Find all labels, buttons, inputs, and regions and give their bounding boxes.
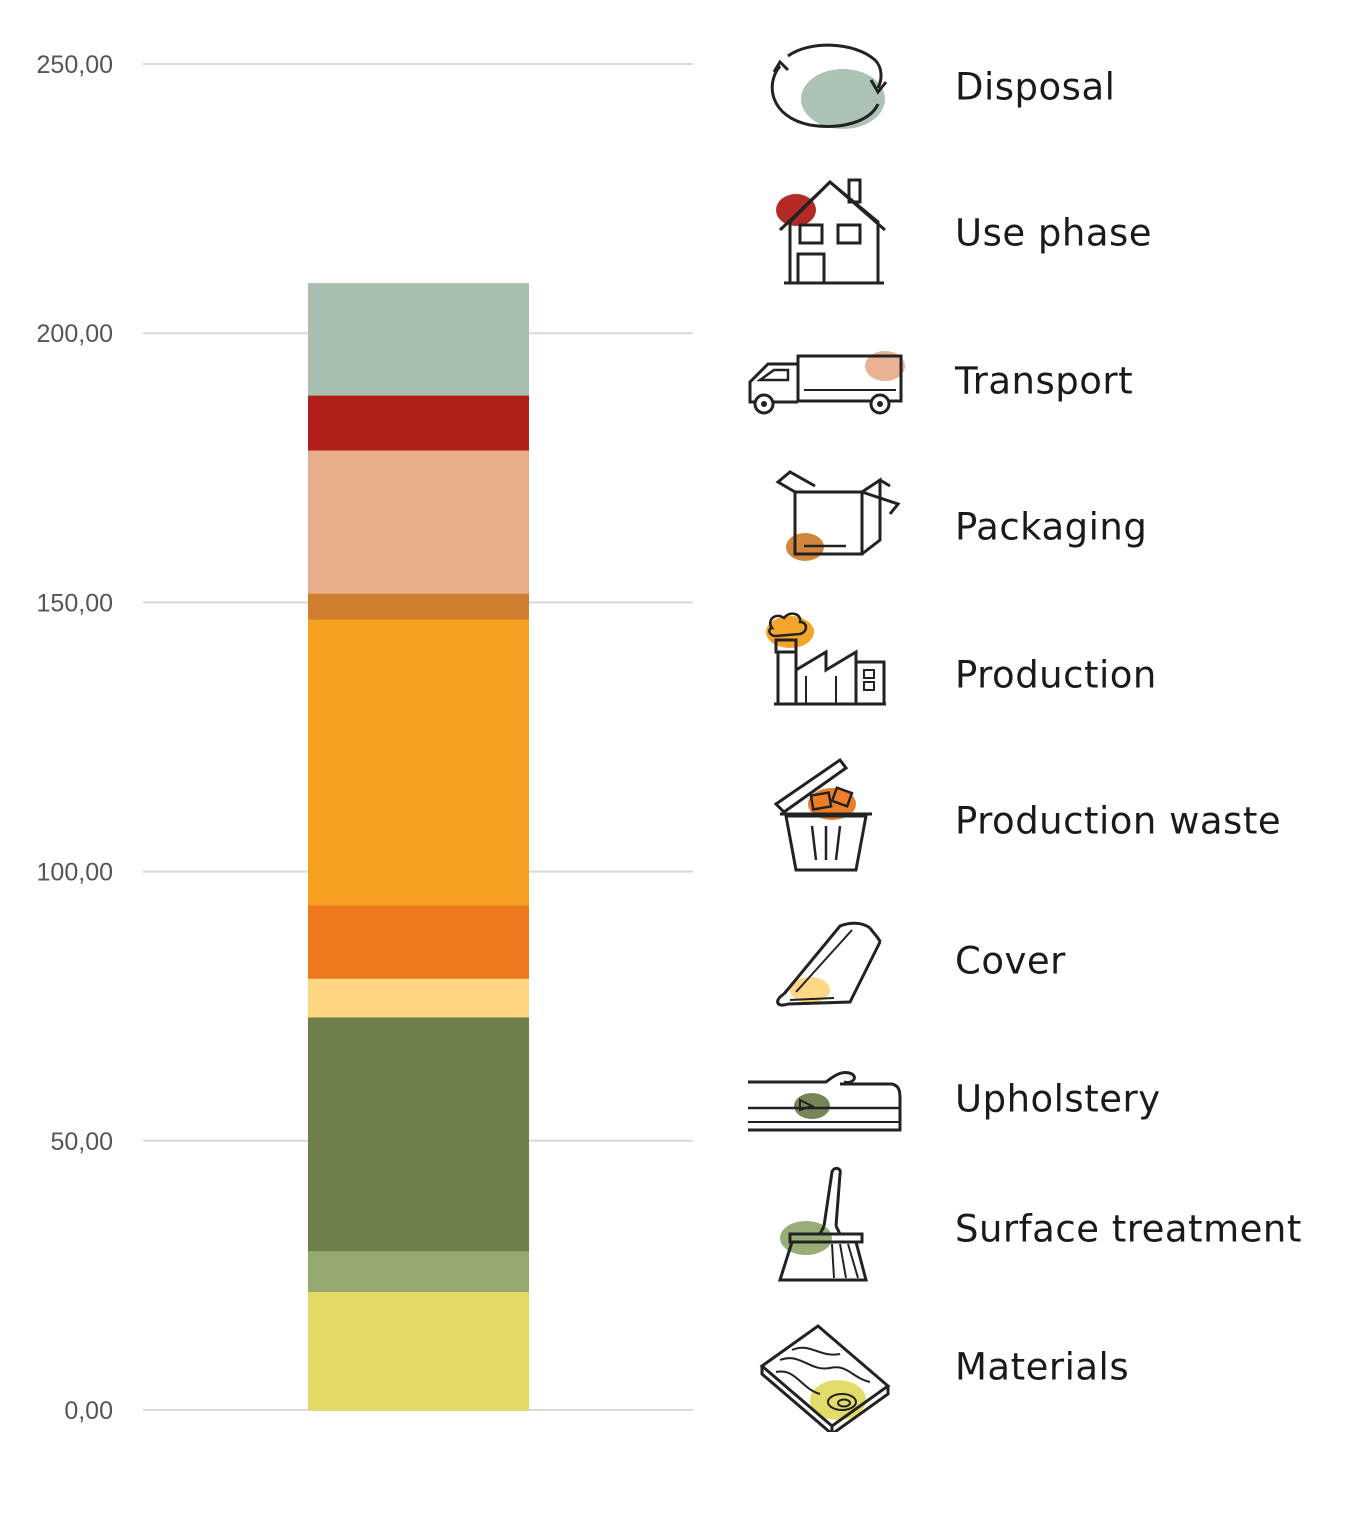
trash-bin-icon (773, 757, 872, 872)
y-tick-label: 250,00 (37, 51, 113, 79)
legend-label: Cover (955, 939, 1066, 983)
legend-item-cover: Cover (740, 896, 1350, 1026)
recycle-icon (770, 43, 888, 129)
fabric-roll-icon (776, 921, 882, 1007)
bar-segment-disposal (308, 283, 529, 396)
y-tick-label: 0,00 (64, 1397, 113, 1425)
legend-item-production-waste: Production waste (740, 756, 1350, 886)
factory-icon (766, 612, 886, 706)
wood-plank-icon (759, 1324, 891, 1432)
house-icon (776, 178, 886, 285)
bar-segment-use-phase (308, 395, 529, 451)
legend-item-production: Production (740, 610, 1350, 740)
legend-item-disposal: Disposal (740, 22, 1350, 152)
bar-segment-production-waste (308, 904, 529, 979)
bar-segment-transport (308, 450, 529, 594)
legend: Disposal Use phase Transport (740, 0, 1350, 1518)
brush-icon (777, 1166, 868, 1282)
y-tick-label: 50,00 (50, 1128, 113, 1156)
legend-label: Materials (955, 1345, 1130, 1389)
y-tick-label: 150,00 (37, 589, 113, 617)
legend-label: Packaging (955, 505, 1148, 549)
bar-segment-surface-treatment (308, 1250, 529, 1293)
legend-label: Upholstery (955, 1077, 1161, 1121)
y-tick-label: 100,00 (37, 859, 113, 887)
legend-label: Production (955, 653, 1157, 697)
legend-item-packaging: Packaging (740, 462, 1350, 592)
legend-item-surface-treatment: Surface treatment (740, 1164, 1350, 1294)
bar-segment-production (308, 619, 529, 906)
bar-segment-cover (308, 978, 529, 1018)
stacked-bar-chart: 0,00 50,00 100,00 150,00 200,00 250,00 (37, 51, 693, 1425)
y-axis-tick-labels: 0,00 50,00 100,00 150,00 200,00 250,00 (37, 51, 113, 1425)
legend-label: Production waste (955, 799, 1282, 843)
legend-item-upholstery: Upholstery (740, 1034, 1350, 1164)
foam-cushion-icon (748, 1070, 902, 1132)
bar-segment-packaging (308, 593, 529, 620)
legend-item-transport: Transport (740, 316, 1350, 446)
bar-segment-materials (308, 1291, 529, 1411)
legend-label: Transport (955, 359, 1134, 403)
legend-label: Surface treatment (955, 1207, 1302, 1251)
legend-item-use-phase: Use phase (740, 168, 1350, 298)
bar-segment-upholstery (308, 1016, 529, 1252)
legend-item-materials: Materials (740, 1302, 1350, 1432)
legend-label: Disposal (955, 65, 1116, 109)
stacked-bar (308, 283, 529, 1411)
legend-label: Use phase (955, 211, 1153, 255)
box-icon (775, 470, 901, 561)
truck-icon (748, 351, 905, 415)
y-tick-label: 200,00 (37, 320, 113, 348)
